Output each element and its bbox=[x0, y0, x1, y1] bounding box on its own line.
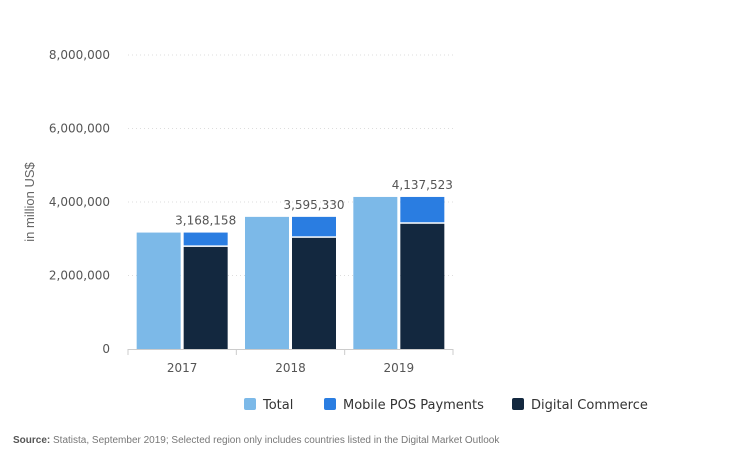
legend-item[interactable]: Mobile POS Payments bbox=[324, 398, 484, 413]
legend-label: Total bbox=[262, 398, 293, 413]
bar-mobile-pos-2019[interactable] bbox=[400, 196, 445, 223]
legend-swatch bbox=[512, 398, 524, 410]
y-tick-label: 8,000,000 bbox=[49, 48, 110, 62]
x-tick-label: 2017 bbox=[167, 361, 198, 375]
source-label: Source: bbox=[13, 435, 51, 446]
x-tick-label: 2018 bbox=[275, 361, 306, 375]
y-tick-label: 6,000,000 bbox=[49, 122, 110, 136]
source-note: Source: Statista, September 2019; Select… bbox=[13, 435, 499, 446]
legend-label: Digital Commerce bbox=[531, 398, 648, 413]
bar-total-2017[interactable] bbox=[136, 232, 181, 349]
bar-digital-commerce-2019[interactable] bbox=[400, 223, 445, 349]
data-label-2018: 3,595,330 bbox=[283, 198, 344, 212]
y-tick-label: 4,000,000 bbox=[49, 195, 110, 209]
bar-total-2019[interactable] bbox=[353, 196, 398, 349]
bar-digital-commerce-2017[interactable] bbox=[183, 246, 228, 349]
x-tick-label: 2019 bbox=[384, 361, 415, 375]
data-labels: 3,168,158 3,595,330 4,137,523 bbox=[175, 178, 453, 228]
source-text: Statista, September 2019; Selected regio… bbox=[50, 435, 500, 446]
bar-mobile-pos-2017[interactable] bbox=[183, 232, 228, 246]
legend-item[interactable]: Digital Commerce bbox=[512, 398, 648, 413]
y-axis-title: in million US$ bbox=[22, 161, 37, 241]
legend-label: Mobile POS Payments bbox=[343, 398, 484, 413]
data-label-2019: 4,137,523 bbox=[392, 178, 453, 192]
bar-total-2018[interactable] bbox=[245, 216, 289, 349]
bars bbox=[136, 196, 445, 349]
data-label-2017: 3,168,158 bbox=[175, 214, 236, 228]
legend[interactable]: Total Mobile POS Payments Digital Commerce bbox=[244, 398, 648, 413]
x-axis-ticks: 2017 2018 2019 bbox=[127, 349, 454, 375]
bar-mobile-pos-2018[interactable] bbox=[292, 216, 336, 237]
y-tick-label: 2,000,000 bbox=[49, 269, 110, 283]
legend-swatch bbox=[324, 398, 336, 410]
y-tick-label: 0 bbox=[102, 342, 110, 356]
y-axis-ticks: 0 2,000,000 4,000,000 6,000,000 8,000,000 bbox=[49, 48, 110, 356]
bar-digital-commerce-2018[interactable] bbox=[292, 237, 336, 349]
legend-swatch bbox=[244, 398, 256, 410]
legend-item[interactable]: Total bbox=[244, 398, 293, 413]
